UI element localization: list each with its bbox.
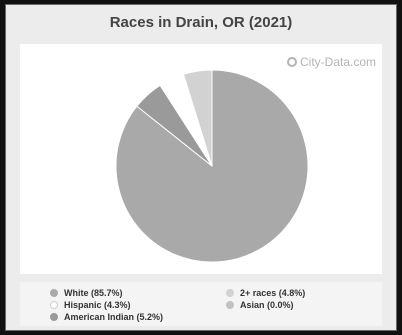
legend-item-white: White (85.7%) [50,288,123,298]
chart-frame: Races in Drain, OR (2021) City-Data.com … [5,4,397,331]
legend-label-hispanic: Hispanic (4.3%) [64,300,131,310]
legend-item-american-indian: American Indian (5.2%) [50,312,163,322]
chart-title: Races in Drain, OR (2021) [109,14,293,31]
legend-item-hispanic: Hispanic (4.3%) [50,300,131,310]
legend-item-asian: Asian (0.0%) [226,300,294,310]
legend-label-two-plus-races: 2+ races (4.8%) [240,288,306,298]
pie-chart [115,69,309,263]
legend-swatch-two-plus-races [226,289,234,297]
plot-area: City-Data.com [20,44,382,274]
legend-swatch-american-indian [50,313,58,321]
pie-slice-white [115,69,309,263]
legend-label-white: White (85.7%) [64,288,123,298]
magnifier-icon [286,57,297,67]
legend: White (85.7%) Hispanic (4.3%) American I… [20,282,382,326]
legend-label-american-indian: American Indian (5.2%) [64,312,164,322]
legend-swatch-hispanic [50,301,58,309]
legend-item-two-plus-races: 2+ races (4.8%) [226,288,305,298]
legend-label-asian: Asian (0.0%) [240,300,294,310]
pie-slice-2-races [182,69,213,167]
watermark-text: City-Data.com [299,55,376,69]
watermark: City-Data.com [286,55,376,69]
legend-swatch-white [50,289,58,297]
legend-swatch-asian [226,301,234,309]
